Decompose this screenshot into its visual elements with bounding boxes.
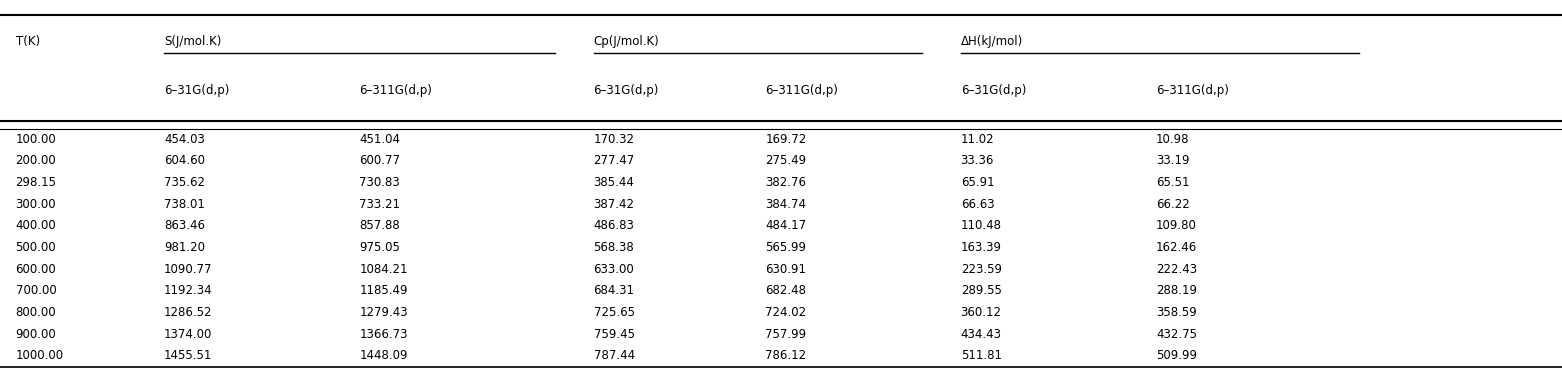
Text: 222.43: 222.43 [1156, 263, 1196, 276]
Text: Cp(J/mol.K): Cp(J/mol.K) [594, 35, 659, 48]
Text: 200.00: 200.00 [16, 155, 56, 167]
Text: 981.20: 981.20 [164, 241, 205, 254]
Text: 289.55: 289.55 [961, 284, 1001, 297]
Text: 382.76: 382.76 [765, 176, 806, 189]
Text: 65.91: 65.91 [961, 176, 995, 189]
Text: 1448.09: 1448.09 [359, 349, 408, 363]
Text: 725.65: 725.65 [594, 306, 634, 319]
Text: 511.81: 511.81 [961, 349, 1001, 363]
Text: 387.42: 387.42 [594, 198, 634, 211]
Text: 451.04: 451.04 [359, 133, 400, 146]
Text: 1286.52: 1286.52 [164, 306, 212, 319]
Text: 1279.43: 1279.43 [359, 306, 408, 319]
Text: 604.60: 604.60 [164, 155, 205, 167]
Text: 600.77: 600.77 [359, 155, 400, 167]
Text: 33.19: 33.19 [1156, 155, 1189, 167]
Text: 863.46: 863.46 [164, 220, 205, 232]
Text: 6–311G(d,p): 6–311G(d,p) [765, 84, 839, 97]
Text: 6–31G(d,p): 6–31G(d,p) [594, 84, 659, 97]
Text: 163.39: 163.39 [961, 241, 1001, 254]
Text: 275.49: 275.49 [765, 155, 806, 167]
Text: 100.00: 100.00 [16, 133, 56, 146]
Text: 568.38: 568.38 [594, 241, 634, 254]
Text: 65.51: 65.51 [1156, 176, 1189, 189]
Text: 735.62: 735.62 [164, 176, 205, 189]
Text: 684.31: 684.31 [594, 284, 634, 297]
Text: 384.74: 384.74 [765, 198, 806, 211]
Text: 1366.73: 1366.73 [359, 328, 408, 341]
Text: 162.46: 162.46 [1156, 241, 1196, 254]
Text: 1192.34: 1192.34 [164, 284, 212, 297]
Text: 298.15: 298.15 [16, 176, 56, 189]
Text: 730.83: 730.83 [359, 176, 400, 189]
Text: 66.63: 66.63 [961, 198, 995, 211]
Text: 109.80: 109.80 [1156, 220, 1196, 232]
Text: 454.03: 454.03 [164, 133, 205, 146]
Text: 11.02: 11.02 [961, 133, 995, 146]
Text: 277.47: 277.47 [594, 155, 634, 167]
Text: 500.00: 500.00 [16, 241, 56, 254]
Text: 360.12: 360.12 [961, 306, 1001, 319]
Text: 400.00: 400.00 [16, 220, 56, 232]
Text: 724.02: 724.02 [765, 306, 806, 319]
Text: 6–311G(d,p): 6–311G(d,p) [1156, 84, 1229, 97]
Text: 33.36: 33.36 [961, 155, 993, 167]
Text: 509.99: 509.99 [1156, 349, 1196, 363]
Text: 169.72: 169.72 [765, 133, 806, 146]
Text: 1374.00: 1374.00 [164, 328, 212, 341]
Text: 900.00: 900.00 [16, 328, 56, 341]
Text: 385.44: 385.44 [594, 176, 634, 189]
Text: 682.48: 682.48 [765, 284, 806, 297]
Text: 565.99: 565.99 [765, 241, 806, 254]
Text: 786.12: 786.12 [765, 349, 806, 363]
Text: 434.43: 434.43 [961, 328, 1001, 341]
Text: 170.32: 170.32 [594, 133, 634, 146]
Text: 759.45: 759.45 [594, 328, 634, 341]
Text: 1090.77: 1090.77 [164, 263, 212, 276]
Text: 486.83: 486.83 [594, 220, 634, 232]
Text: 757.99: 757.99 [765, 328, 806, 341]
Text: 1185.49: 1185.49 [359, 284, 408, 297]
Text: T(K): T(K) [16, 35, 39, 48]
Text: 733.21: 733.21 [359, 198, 400, 211]
Text: 787.44: 787.44 [594, 349, 634, 363]
Text: 857.88: 857.88 [359, 220, 400, 232]
Text: 600.00: 600.00 [16, 263, 56, 276]
Text: 110.48: 110.48 [961, 220, 1001, 232]
Text: 484.17: 484.17 [765, 220, 806, 232]
Text: 223.59: 223.59 [961, 263, 1001, 276]
Text: ΔH(kJ/mol): ΔH(kJ/mol) [961, 35, 1023, 48]
Text: 6–311G(d,p): 6–311G(d,p) [359, 84, 433, 97]
Text: 10.98: 10.98 [1156, 133, 1189, 146]
Text: 1000.00: 1000.00 [16, 349, 64, 363]
Text: 300.00: 300.00 [16, 198, 56, 211]
Text: 432.75: 432.75 [1156, 328, 1196, 341]
Text: 630.91: 630.91 [765, 263, 806, 276]
Text: 6–31G(d,p): 6–31G(d,p) [961, 84, 1026, 97]
Text: 66.22: 66.22 [1156, 198, 1190, 211]
Text: 800.00: 800.00 [16, 306, 56, 319]
Text: 288.19: 288.19 [1156, 284, 1196, 297]
Text: S(J/mol.K): S(J/mol.K) [164, 35, 222, 48]
Text: 633.00: 633.00 [594, 263, 634, 276]
Text: 1455.51: 1455.51 [164, 349, 212, 363]
Text: 975.05: 975.05 [359, 241, 400, 254]
Text: 1084.21: 1084.21 [359, 263, 408, 276]
Text: 700.00: 700.00 [16, 284, 56, 297]
Text: 738.01: 738.01 [164, 198, 205, 211]
Text: 358.59: 358.59 [1156, 306, 1196, 319]
Text: 6–31G(d,p): 6–31G(d,p) [164, 84, 230, 97]
